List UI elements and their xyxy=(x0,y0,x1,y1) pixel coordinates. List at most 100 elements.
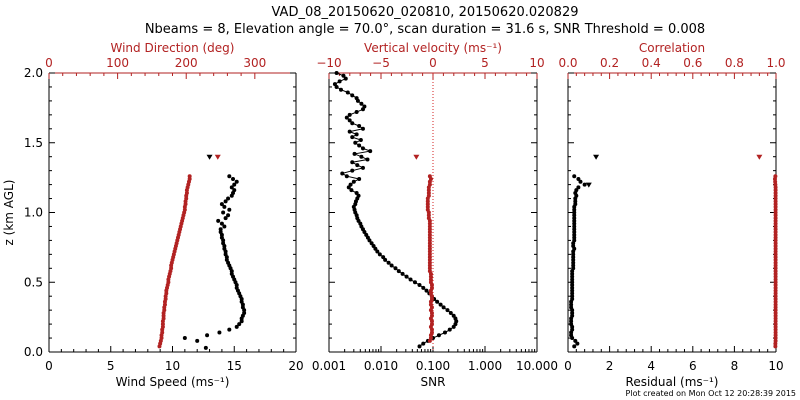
data-point xyxy=(571,252,576,257)
data-point xyxy=(347,129,352,134)
data-point xyxy=(417,283,422,288)
data-point xyxy=(773,241,778,246)
data-point xyxy=(351,179,356,184)
data-point xyxy=(381,255,386,260)
top-tick-label: 1.0 xyxy=(766,56,785,70)
data-point xyxy=(570,294,575,299)
y-axis-label: z (km AGL) xyxy=(2,180,16,246)
data-point xyxy=(427,241,432,246)
data-point xyxy=(365,157,370,162)
data-point xyxy=(571,263,576,268)
data-point xyxy=(421,285,426,290)
data-point xyxy=(344,115,349,120)
data-point xyxy=(773,255,778,260)
data-point xyxy=(216,218,221,223)
data-point xyxy=(570,310,575,315)
data-point xyxy=(229,271,234,276)
data-point xyxy=(357,177,362,182)
data-point xyxy=(773,218,778,223)
data-point xyxy=(222,246,227,251)
data-point xyxy=(572,213,577,218)
data-point xyxy=(427,230,432,235)
panel-wind: 0.0 0.5 1.0 1.5 2.0 z (km AGL) 0 5 10 15 20 Wind Sp… xyxy=(2,41,304,389)
data-point xyxy=(773,333,778,338)
data-point xyxy=(163,296,168,301)
data-point xyxy=(773,316,778,321)
data-point xyxy=(571,255,576,260)
data-point xyxy=(773,336,778,341)
data-point xyxy=(773,193,778,198)
series-3 xyxy=(756,154,763,160)
data-point xyxy=(773,271,778,276)
data-point xyxy=(234,324,239,329)
data-point xyxy=(575,341,580,346)
data-point xyxy=(572,218,577,223)
plot-footer: Plot created on Mon Oct 12 20:28:39 2015 xyxy=(626,389,796,398)
top-tick-label: 0.6 xyxy=(683,56,702,70)
data-point xyxy=(773,310,778,315)
data-point xyxy=(223,252,228,257)
x-axis-label: Residual (ms⁻¹) xyxy=(626,375,719,389)
data-point xyxy=(355,163,360,168)
data-point xyxy=(421,341,426,346)
data-point xyxy=(357,124,362,129)
panel-correlation-residual: 0 2 4 6 8 10 Residual (ms⁻¹) 0.0 0.2 0.4 0.6 0.8 1.0… xyxy=(558,41,785,389)
data-point xyxy=(572,227,577,232)
data-point xyxy=(427,255,432,260)
data-point xyxy=(231,177,236,182)
data-point xyxy=(425,204,430,209)
data-point xyxy=(205,333,210,338)
data-point xyxy=(773,213,778,218)
x-tick-label: 8 xyxy=(731,359,739,373)
data-point xyxy=(425,202,430,207)
x-tick-label: 15 xyxy=(227,359,242,373)
data-point xyxy=(773,283,778,288)
data-point xyxy=(354,132,359,137)
data-point xyxy=(354,190,359,195)
x-tick-label: 10 xyxy=(165,359,180,373)
data-point xyxy=(573,338,578,343)
data-point xyxy=(428,291,433,296)
data-point xyxy=(429,330,434,335)
triangle-point xyxy=(593,154,600,160)
top-tick-label: 0 xyxy=(45,56,53,70)
data-point xyxy=(425,207,430,212)
data-point xyxy=(572,235,577,240)
data-point xyxy=(357,143,362,148)
data-point xyxy=(354,96,359,101)
data-point xyxy=(229,185,234,190)
data-point xyxy=(417,344,422,349)
triangle-point xyxy=(214,154,221,160)
data-point xyxy=(386,260,391,265)
data-point xyxy=(226,196,231,201)
y-tick-label: 2.0 xyxy=(24,66,43,80)
top-axis-label: Vertical velocity (ms⁻¹) xyxy=(364,41,502,55)
data-point xyxy=(773,224,778,229)
data-point xyxy=(223,199,228,204)
data-point xyxy=(383,257,388,262)
data-point xyxy=(773,243,778,248)
data-point xyxy=(338,87,343,92)
data-point xyxy=(227,327,232,332)
top-tick-label: −10 xyxy=(316,56,341,70)
data-point xyxy=(352,151,357,156)
data-point xyxy=(360,126,365,131)
data-point xyxy=(572,207,577,212)
data-point xyxy=(773,308,778,313)
data-point xyxy=(358,137,363,142)
x-tick-label: 5 xyxy=(107,359,115,373)
data-point xyxy=(773,302,778,307)
data-point xyxy=(571,257,576,262)
data-point xyxy=(362,104,367,109)
data-point xyxy=(227,174,232,179)
x-tick-label: 10 xyxy=(768,359,783,373)
data-point xyxy=(574,188,579,193)
data-point xyxy=(773,190,778,195)
data-point xyxy=(232,188,237,193)
data-point xyxy=(572,216,577,221)
data-point xyxy=(353,140,358,145)
data-point xyxy=(404,274,409,279)
data-point xyxy=(427,263,432,268)
data-point xyxy=(773,210,778,215)
series-0 xyxy=(182,174,247,350)
